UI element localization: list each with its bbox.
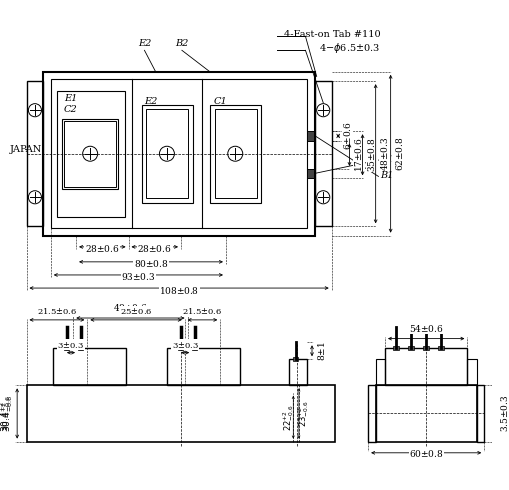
Text: JAPAN: JAPAN: [10, 145, 42, 153]
Text: 21.5$\pm$0.6: 21.5$\pm$0.6: [182, 306, 223, 316]
Bar: [293, 357, 298, 361]
Text: E2: E2: [138, 39, 151, 48]
Bar: [423, 346, 429, 350]
Text: 49$\pm$0.6: 49$\pm$0.6: [113, 302, 148, 313]
Bar: [376, 386, 477, 441]
Text: 6$\pm$0.6: 6$\pm$0.6: [342, 122, 353, 150]
Text: 4-Fast-on Tab #110: 4-Fast-on Tab #110: [284, 30, 380, 39]
Bar: [315, 81, 332, 226]
Bar: [26, 81, 43, 226]
Text: C2: C2: [64, 105, 78, 114]
Text: 28$\pm$0.6: 28$\pm$0.6: [137, 244, 172, 254]
Bar: [53, 348, 126, 386]
Bar: [167, 348, 240, 386]
Bar: [477, 386, 484, 441]
Text: 28$\pm$0.6: 28$\pm$0.6: [85, 244, 120, 254]
Bar: [368, 386, 376, 441]
Text: E1: E1: [380, 155, 393, 164]
Bar: [64, 121, 117, 187]
Bar: [192, 346, 197, 350]
Text: 25$\pm$0.6: 25$\pm$0.6: [120, 306, 152, 316]
Text: 60$\pm$0.8: 60$\pm$0.8: [409, 448, 443, 459]
Bar: [178, 346, 183, 350]
Bar: [142, 104, 193, 203]
Bar: [51, 79, 307, 228]
Text: $23^{+2}_{-0.6}$: $23^{+2}_{-0.6}$: [296, 400, 311, 427]
Text: 8$\pm$1: 8$\pm$1: [316, 341, 327, 361]
Text: E2: E2: [145, 98, 158, 106]
Bar: [289, 359, 307, 386]
Text: 35$\pm$0.8: 35$\pm$0.8: [366, 138, 377, 172]
Bar: [146, 109, 188, 198]
Text: $30.4^{+2}_{-0.6}$: $30.4^{+2}_{-0.6}$: [1, 395, 15, 432]
Bar: [393, 346, 399, 350]
Bar: [62, 119, 118, 189]
Text: 3.5$\pm$0.3: 3.5$\pm$0.3: [499, 395, 509, 432]
Bar: [215, 109, 257, 198]
Text: 17$\pm$0.6: 17$\pm$0.6: [353, 137, 364, 172]
Text: 21.5$\pm$0.6: 21.5$\pm$0.6: [37, 306, 77, 316]
Text: B2: B2: [175, 39, 188, 48]
Text: E1: E1: [64, 94, 77, 102]
Text: 54$\pm$0.6: 54$\pm$0.6: [409, 323, 443, 334]
Text: 80$\pm$0.8: 80$\pm$0.8: [134, 258, 168, 270]
Bar: [385, 348, 467, 386]
Bar: [210, 104, 262, 203]
Bar: [43, 72, 315, 236]
Bar: [467, 359, 477, 386]
Text: 3$\pm$0.3: 3$\pm$0.3: [58, 340, 84, 350]
Text: 3$\pm$0.3: 3$\pm$0.3: [172, 340, 199, 350]
Bar: [438, 346, 444, 350]
Text: $30.4^{+2}_{-0.6}$: $30.4^{+2}_{-0.6}$: [0, 395, 13, 432]
Text: $22^{+2}_{-0.6}$: $22^{+2}_{-0.6}$: [281, 404, 296, 431]
Bar: [307, 169, 314, 178]
Bar: [376, 359, 385, 386]
Text: 48$\pm$0.3: 48$\pm$0.3: [379, 136, 390, 171]
Bar: [307, 131, 314, 141]
Bar: [26, 386, 335, 441]
Bar: [408, 346, 414, 350]
Text: C1: C1: [214, 98, 228, 106]
Text: 108$\pm$0.8: 108$\pm$0.8: [159, 285, 199, 295]
Text: 4$-\phi$6.5$\pm$0.3: 4$-\phi$6.5$\pm$0.3: [319, 42, 380, 55]
Bar: [64, 346, 69, 350]
Text: 93$\pm$0.3: 93$\pm$0.3: [121, 271, 156, 282]
Bar: [78, 346, 82, 350]
Bar: [58, 91, 125, 217]
Text: B1: B1: [380, 172, 393, 180]
Text: 62$\pm$0.8: 62$\pm$0.8: [394, 137, 405, 171]
